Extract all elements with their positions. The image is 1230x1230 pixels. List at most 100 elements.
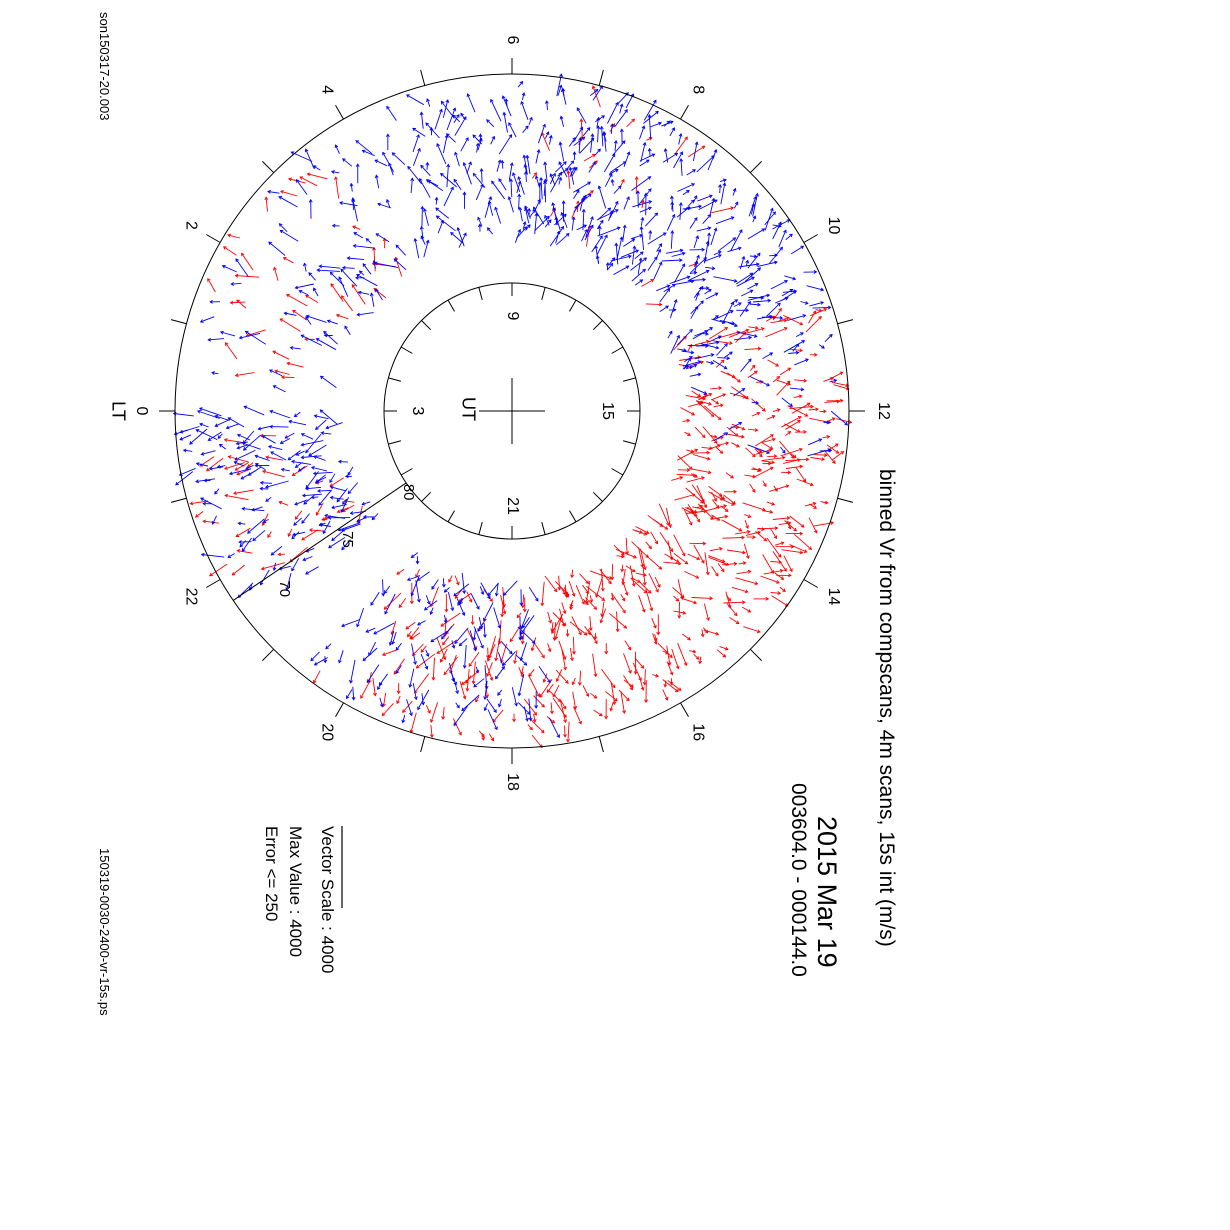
velocity-vector [320, 409, 338, 425]
velocity-vector [611, 179, 614, 186]
velocity-arrowhead [621, 554, 625, 559]
velocity-arrowhead [265, 498, 270, 502]
velocity-vector [682, 360, 701, 367]
velocity-arrowhead [722, 178, 727, 183]
velocity-vector [772, 408, 780, 413]
velocity-vector [656, 284, 670, 292]
velocity-arrowhead [224, 466, 228, 470]
velocity-vector [215, 418, 232, 427]
velocity-arrowhead [279, 229, 284, 234]
velocity-vector [456, 598, 465, 616]
velocity-arrowhead [527, 207, 532, 212]
velocity-vector [415, 569, 420, 578]
velocity-vector [325, 422, 343, 429]
velocity-arrowhead [770, 207, 774, 212]
velocity-vector [772, 550, 787, 572]
velocity-vector [352, 197, 354, 210]
velocity-vector [557, 85, 562, 96]
velocity-vector [722, 563, 737, 566]
velocity-vector [616, 611, 619, 632]
velocity-arrowhead [711, 266, 716, 271]
velocity-vector [569, 167, 576, 178]
velocity-arrowhead [696, 556, 701, 561]
velocity-vector [524, 205, 531, 219]
velocity-arrowhead [733, 612, 738, 617]
velocity-vector [747, 228, 765, 240]
velocity-arrowhead [347, 472, 352, 476]
velocity-arrowhead [771, 437, 776, 442]
velocity-vector [707, 491, 724, 501]
velocity-arrowhead [377, 202, 382, 207]
velocity-arrowhead [465, 137, 469, 141]
velocity-vector [386, 199, 391, 208]
velocity-vector [368, 641, 377, 656]
velocity-vector [341, 619, 361, 627]
velocity-arrowhead [463, 232, 467, 237]
velocity-arrowhead [337, 459, 342, 464]
velocity-vector [713, 276, 737, 282]
velocity-arrowhead [717, 416, 722, 421]
velocity-arrowhead [651, 153, 656, 157]
velocity-vector [420, 112, 424, 129]
velocity-arrowhead [231, 572, 236, 576]
velocity-arrowhead [812, 310, 817, 315]
velocity-vector [454, 575, 460, 585]
velocity-vector [601, 126, 604, 147]
velocity-vector [288, 450, 301, 461]
velocity-vector [585, 225, 591, 247]
velocity-arrowhead [542, 679, 547, 683]
velocity-arrowhead [830, 376, 835, 381]
velocity-vector [781, 549, 803, 554]
velocity-vector [446, 108, 456, 131]
velocity-vector [639, 548, 646, 570]
velocity-vector [219, 444, 227, 450]
velocity-arrowhead [643, 257, 648, 261]
velocity-arrowhead [182, 448, 187, 453]
velocity-arrowhead [425, 179, 430, 183]
velocity-vector [331, 503, 347, 509]
velocity-vector [575, 585, 585, 605]
velocity-arrowhead [439, 658, 444, 663]
velocity-vector [699, 400, 712, 405]
velocity-arrowhead [824, 500, 829, 505]
velocity-arrowhead [443, 619, 448, 624]
velocity-vector [262, 519, 269, 523]
velocity-vector [749, 376, 770, 387]
velocity-vector [711, 491, 717, 502]
velocity-arrowhead [542, 123, 546, 128]
ut-tick [569, 299, 577, 312]
velocity-vector [279, 223, 288, 233]
velocity-vector [662, 689, 669, 701]
velocity-arrowhead [804, 413, 809, 417]
velocity-arrowhead [383, 606, 388, 610]
velocity-arrowhead [700, 476, 705, 481]
velocity-arrowhead [715, 345, 720, 350]
velocity-arrowhead [221, 264, 226, 269]
velocity-arrowhead [453, 592, 458, 597]
velocity-arrowhead [655, 673, 660, 678]
velocity-vector [669, 276, 690, 285]
velocity-arrowhead [771, 502, 776, 506]
velocity-arrowhead [598, 712, 603, 717]
velocity-arrowhead [315, 338, 320, 342]
velocity-arrowhead [801, 340, 806, 344]
velocity-arrowhead [762, 407, 766, 412]
velocity-arrowhead [413, 661, 417, 665]
velocity-vector [735, 272, 753, 285]
velocity-vector [472, 661, 476, 684]
velocity-arrowhead [642, 582, 647, 586]
velocity-vector [764, 211, 776, 226]
velocity-vector [766, 501, 775, 506]
velocity-arrowhead [520, 640, 525, 645]
velocity-vector [743, 626, 761, 633]
velocity-vector [651, 617, 657, 629]
velocity-arrowhead [268, 444, 272, 449]
velocity-arrowhead [631, 238, 636, 242]
velocity-vector [571, 217, 575, 231]
velocity-arrowhead [593, 673, 598, 678]
velocity-vector [744, 348, 761, 351]
velocity-arrowhead [331, 505, 335, 510]
velocity-vector [713, 310, 734, 321]
velocity-arrowhead [735, 620, 740, 624]
velocity-arrowhead [813, 505, 818, 509]
